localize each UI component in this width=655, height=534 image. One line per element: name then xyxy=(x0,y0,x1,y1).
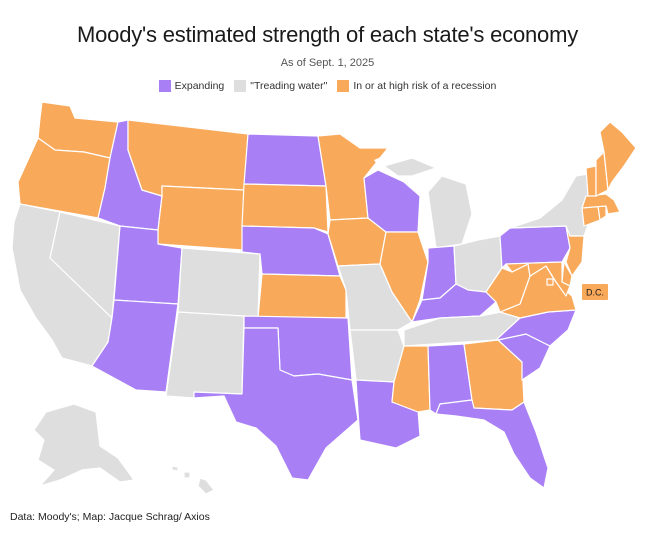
legend-label-treading: "Treading water" xyxy=(250,80,328,92)
state-MD[interactable] xyxy=(505,261,571,297)
state-WI[interactable] xyxy=(363,169,421,233)
state-SD[interactable] xyxy=(241,183,329,233)
state-KS[interactable] xyxy=(257,273,347,319)
legend-item-expanding: Expanding xyxy=(158,80,225,92)
state-IL[interactable] xyxy=(379,231,429,323)
legend-label-recession: In or at high risk of a recession xyxy=(353,80,497,92)
state-HI[interactable] xyxy=(197,477,215,495)
state-MA[interactable] xyxy=(581,193,621,215)
lake-superior xyxy=(374,151,420,166)
state-NM[interactable] xyxy=(165,311,245,399)
state-WY[interactable] xyxy=(157,185,245,251)
state-CT[interactable] xyxy=(581,205,601,227)
source-note: Data: Moody's; Map: Jacque Schrag/ Axios xyxy=(10,511,210,523)
state-VT[interactable] xyxy=(585,165,597,197)
dc-callout-label: D.C. xyxy=(586,288,604,298)
state-NJ[interactable] xyxy=(565,225,585,277)
legend: Expanding "Treading water" In or at high… xyxy=(0,80,655,92)
state-MI-upper[interactable] xyxy=(383,157,437,177)
state-AK[interactable] xyxy=(33,403,135,487)
legend-swatch-recession xyxy=(337,80,350,92)
state-NY[interactable] xyxy=(509,173,593,237)
lake-erie xyxy=(468,212,512,232)
state-HI-3[interactable] xyxy=(171,465,179,472)
legend-label-expanding: Expanding xyxy=(174,80,225,92)
state-ME[interactable] xyxy=(599,121,637,191)
legend-swatch-treading xyxy=(234,80,247,92)
state-ND[interactable] xyxy=(243,133,327,187)
state-MT[interactable] xyxy=(127,119,249,197)
lake-michigan xyxy=(418,180,428,232)
state-AZ[interactable] xyxy=(91,299,179,393)
state-HI-2[interactable] xyxy=(183,471,191,479)
legend-item-recession: In or at high risk of a recession xyxy=(337,80,496,92)
state-TX[interactable] xyxy=(193,327,359,481)
state-FL[interactable] xyxy=(435,399,549,489)
state-MI[interactable] xyxy=(427,175,473,249)
chart-subtitle: As of Sept. 1, 2025 xyxy=(280,57,375,69)
state-DC[interactable] xyxy=(546,278,554,286)
legend-swatch-expanding xyxy=(158,80,171,92)
state-CO[interactable] xyxy=(177,247,261,319)
legend-item-treading: "Treading water" xyxy=(234,80,327,92)
dc-callout-box xyxy=(582,284,608,300)
chart-title: Moody's estimated strength of each state… xyxy=(77,22,578,47)
state-RI[interactable] xyxy=(597,205,607,221)
